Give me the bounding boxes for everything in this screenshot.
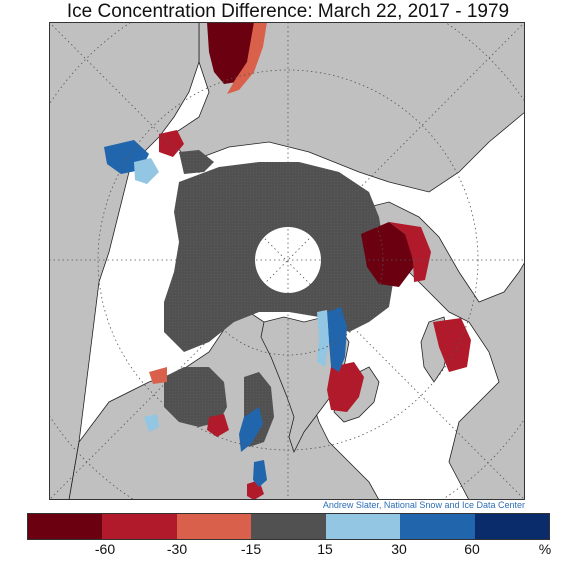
ice-loss-barents bbox=[361, 222, 414, 287]
ice-gain-labrador bbox=[253, 460, 267, 487]
land-top bbox=[49, 22, 525, 193]
map-frame bbox=[49, 22, 525, 500]
ice-gain-baffin-fringe bbox=[144, 414, 159, 432]
legend-swatch-5 bbox=[325, 514, 401, 539]
legend-tick: -30 bbox=[166, 541, 188, 557]
legend-swatch-1 bbox=[28, 514, 103, 539]
arctic-map bbox=[49, 22, 525, 500]
credit-text: Andrew Slater, National Snow and Ice Dat… bbox=[322, 500, 525, 510]
ice-loss-hudson bbox=[149, 367, 167, 384]
ice-gain-fram-fringe bbox=[317, 310, 329, 367]
ice-loss-kara bbox=[433, 318, 471, 372]
ice-gain-bering-fringe bbox=[134, 158, 159, 184]
ice-loss-regions bbox=[149, 22, 471, 500]
legend-unit: % bbox=[538, 541, 552, 557]
legend-swatch-2 bbox=[102, 514, 177, 539]
legend-tick: -15 bbox=[240, 541, 262, 557]
legend-tick: 30 bbox=[391, 541, 407, 557]
ice-loss-bering bbox=[159, 130, 184, 157]
legend-swatch-7 bbox=[474, 514, 549, 539]
ice-gain-fram bbox=[327, 307, 347, 372]
ice-gain-regions bbox=[104, 140, 347, 487]
ice-loss-okhotsk-rim bbox=[227, 22, 267, 94]
chart-title: Ice Concentration Difference: March 22, … bbox=[66, 1, 510, 22]
legend-swatch-3 bbox=[176, 514, 252, 539]
legend-tick: -60 bbox=[94, 541, 116, 557]
legend-tick: 60 bbox=[464, 541, 480, 557]
legend-tick: 15 bbox=[317, 541, 333, 557]
ice-loss-barents-rim bbox=[389, 222, 431, 282]
ice-loss-labrador bbox=[207, 414, 229, 437]
ice-loss-greenland-sea bbox=[327, 362, 364, 412]
sea-ice-hudson bbox=[164, 367, 227, 427]
ice-gain-greenland-east bbox=[239, 407, 263, 452]
legend-swatch-4 bbox=[251, 514, 326, 539]
color-legend bbox=[27, 513, 550, 540]
graticule bbox=[49, 22, 525, 500]
sea-ice-bering bbox=[179, 150, 214, 174]
legend-swatch-6 bbox=[400, 514, 475, 539]
